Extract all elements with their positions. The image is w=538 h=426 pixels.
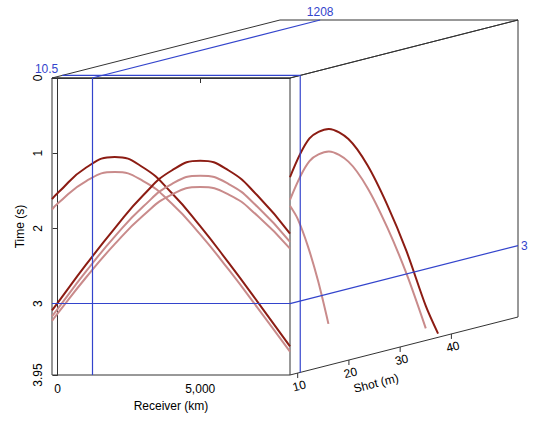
svg-text:10.5: 10.5 [35, 62, 59, 76]
svg-text:40: 40 [445, 338, 462, 355]
svg-text:2: 2 [31, 225, 45, 232]
svg-text:3: 3 [521, 239, 528, 253]
svg-text:5,000: 5,000 [185, 382, 215, 396]
svg-text:20: 20 [342, 364, 359, 381]
svg-text:Time (s): Time (s) [13, 205, 27, 249]
svg-text:0: 0 [31, 74, 45, 81]
svg-text:1: 1 [31, 150, 45, 157]
svg-text:Receiver (km): Receiver (km) [134, 399, 209, 413]
svg-text:Shot (m): Shot (m) [352, 371, 400, 396]
svg-text:30: 30 [393, 351, 410, 368]
svg-text:3: 3 [31, 300, 45, 307]
svg-text:0: 0 [54, 382, 61, 396]
svg-text:1208: 1208 [307, 5, 334, 19]
svg-text:10: 10 [291, 377, 308, 394]
svg-text:3.95: 3.95 [31, 363, 45, 387]
